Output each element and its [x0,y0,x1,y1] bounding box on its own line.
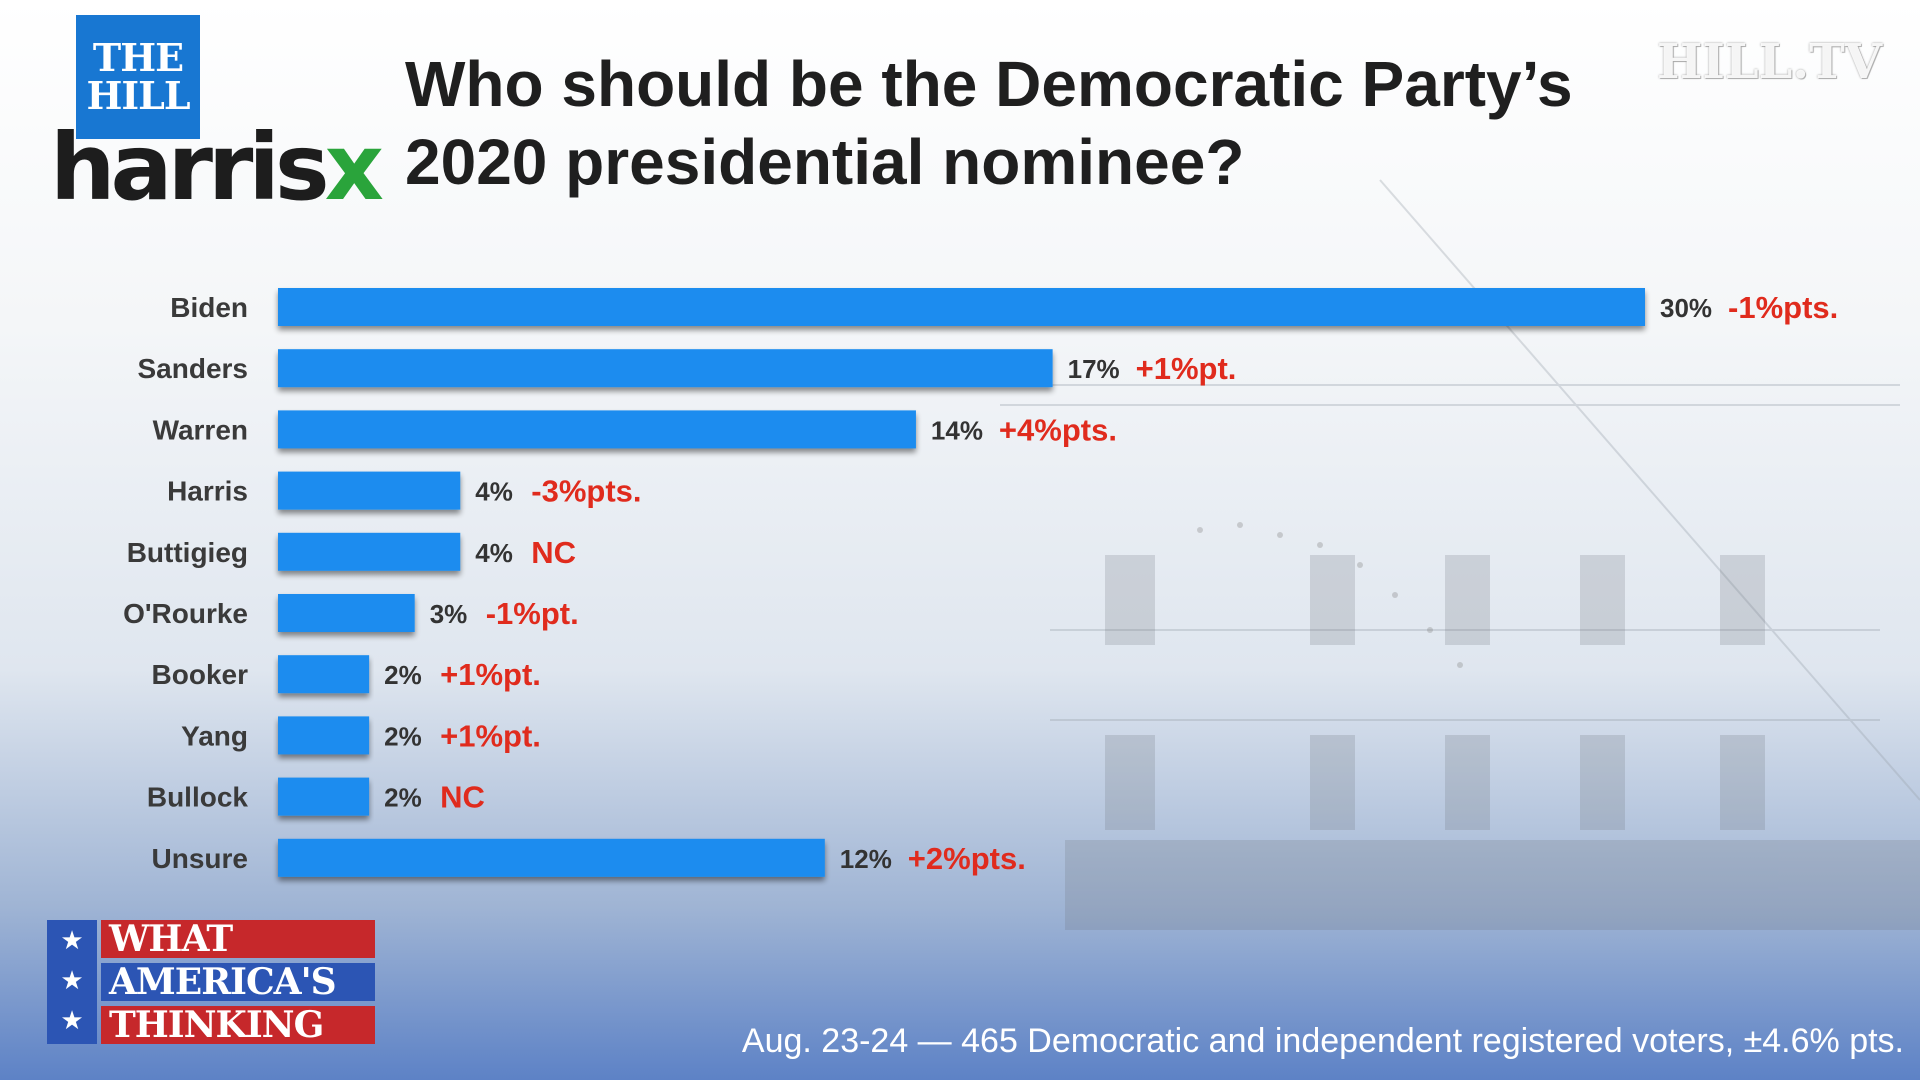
change-label: +1%pt. [440,718,541,753]
bar-biden [278,288,1645,326]
change-label: NC [531,535,576,570]
change-label: -1%pts. [1728,290,1838,325]
change-label: +4%pts. [999,412,1117,447]
wat-line-americas: AMERICA'S [101,963,375,1001]
value-label: 14% [931,415,983,445]
bar-yang [278,716,370,755]
bar-orourke [278,594,415,632]
value-label: 2% [384,783,422,813]
category-label: O'Rourke [123,598,248,629]
star-icon: ★ [60,926,84,956]
change-label: +2%pts. [908,841,1026,876]
harrisx-logo-text: harris [50,114,330,221]
category-label: Booker [152,659,249,690]
category-label: Warren [153,414,248,445]
value-label: 3% [430,599,468,629]
change-label: NC [440,780,485,815]
harrisx-logo: harrisx [50,118,384,218]
chart-title: Who should be the Democratic Party’s 202… [405,45,1605,201]
chart-title-line2: 2020 presidential nominee? [405,126,1245,198]
the-hill-logo: THE HILL [76,15,200,139]
hilltv-watermark: HILL.TV [1657,34,1882,90]
bar-sanders [278,349,1053,388]
bar-unsure [278,838,825,877]
value-label: 12% [840,844,892,874]
bar-warren [278,410,916,449]
star-icon: ★ [60,966,84,996]
value-label: 30% [1660,293,1712,323]
category-label: Unsure [152,843,248,874]
wat-line-thinking: THINKING [101,1006,375,1044]
value-label: 4% [475,538,513,568]
category-label: Yang [181,720,248,751]
chart-title-line1: Who should be the Democratic Party’s [405,48,1573,120]
bar-harris [278,471,461,510]
hill-logo-line1: THE [92,35,184,80]
wat-star-column: ★ ★ ★ [47,920,97,1044]
change-label: +1%pt. [440,657,541,692]
bar-booker [278,655,370,694]
wat-line-what: WHAT [101,920,375,958]
value-label: 2% [384,721,422,751]
category-label: Bullock [147,782,249,813]
category-label: Biden [170,292,248,323]
category-label: Buttigieg [127,537,248,568]
change-label: +1%pt. [1136,351,1237,386]
value-label: 4% [475,477,513,507]
change-label: -1%pt. [486,596,579,631]
bar-buttigieg [278,532,461,571]
bar-bullock [278,777,370,816]
value-label: 17% [1068,354,1120,384]
value-label: 2% [384,660,422,690]
harrisx-logo-x: x [324,114,384,221]
category-label: Sanders [138,353,249,384]
hill-logo-line2: HILL [86,73,190,118]
change-label: -3%pts. [531,474,641,509]
poll-footnote: Aug. 23-24 — 465 Democratic and independ… [741,1022,1904,1060]
category-label: Harris [167,476,248,507]
star-icon: ★ [60,1006,84,1036]
